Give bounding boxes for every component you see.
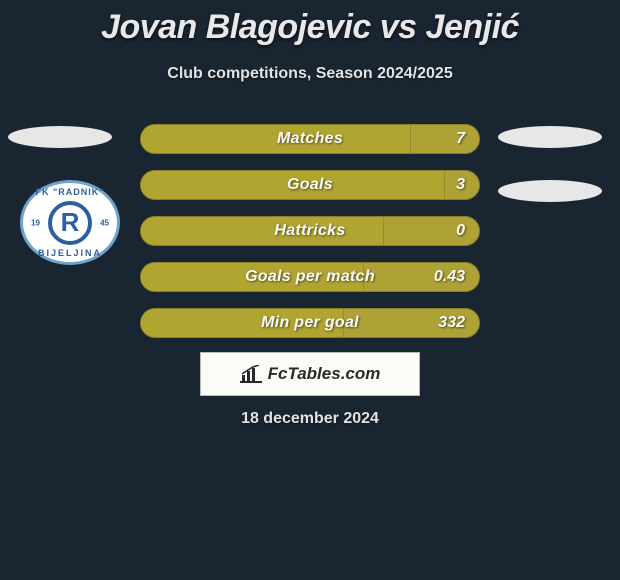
badge-letter: R <box>61 207 80 238</box>
stat-bar-value: 0.43 <box>434 263 465 291</box>
player-photo-placeholder <box>498 180 602 202</box>
stat-bars: Matches7Goals3Hattricks0Goals per match0… <box>140 124 480 354</box>
page-title: Jovan Blagojevic vs Jenjić <box>0 0 620 47</box>
stat-bar: Goals3 <box>140 170 480 200</box>
badge-top-text: FK "RADNIK" <box>23 187 117 197</box>
stat-bar: Goals per match0.43 <box>140 262 480 292</box>
badge-year-left: 19 <box>31 218 40 227</box>
stat-bar: Matches7 <box>140 124 480 154</box>
player-photo-placeholder <box>8 126 112 148</box>
page-subtitle: Club competitions, Season 2024/2025 <box>0 65 620 83</box>
stat-bar-label: Matches <box>141 125 479 153</box>
date-line: 18 december 2024 <box>0 410 620 428</box>
badge-inner-ring: R <box>48 201 92 245</box>
player-photo-placeholder <box>498 126 602 148</box>
chart-icon <box>240 365 262 383</box>
stat-bar-label: Hattricks <box>141 217 479 245</box>
club-badge-left: FK "RADNIK" 19 R 45 BIJELJINA <box>20 180 120 265</box>
stat-bar-value: 7 <box>456 125 465 153</box>
stat-bar: Hattricks0 <box>140 216 480 246</box>
brand-text: FcTables.com <box>268 364 381 384</box>
stat-bar-label: Goals per match <box>141 263 479 291</box>
badge-bottom-text: BIJELJINA <box>23 248 117 258</box>
stat-bar-value: 0 <box>456 217 465 245</box>
stat-bar-label: Min per goal <box>141 309 479 337</box>
stat-bar-label: Goals <box>141 171 479 199</box>
stat-bar-value: 3 <box>456 171 465 199</box>
badge-year-right: 45 <box>100 218 109 227</box>
stat-bar: Min per goal332 <box>140 308 480 338</box>
brand-box: FcTables.com <box>200 352 420 396</box>
stat-bar-value: 332 <box>438 309 465 337</box>
